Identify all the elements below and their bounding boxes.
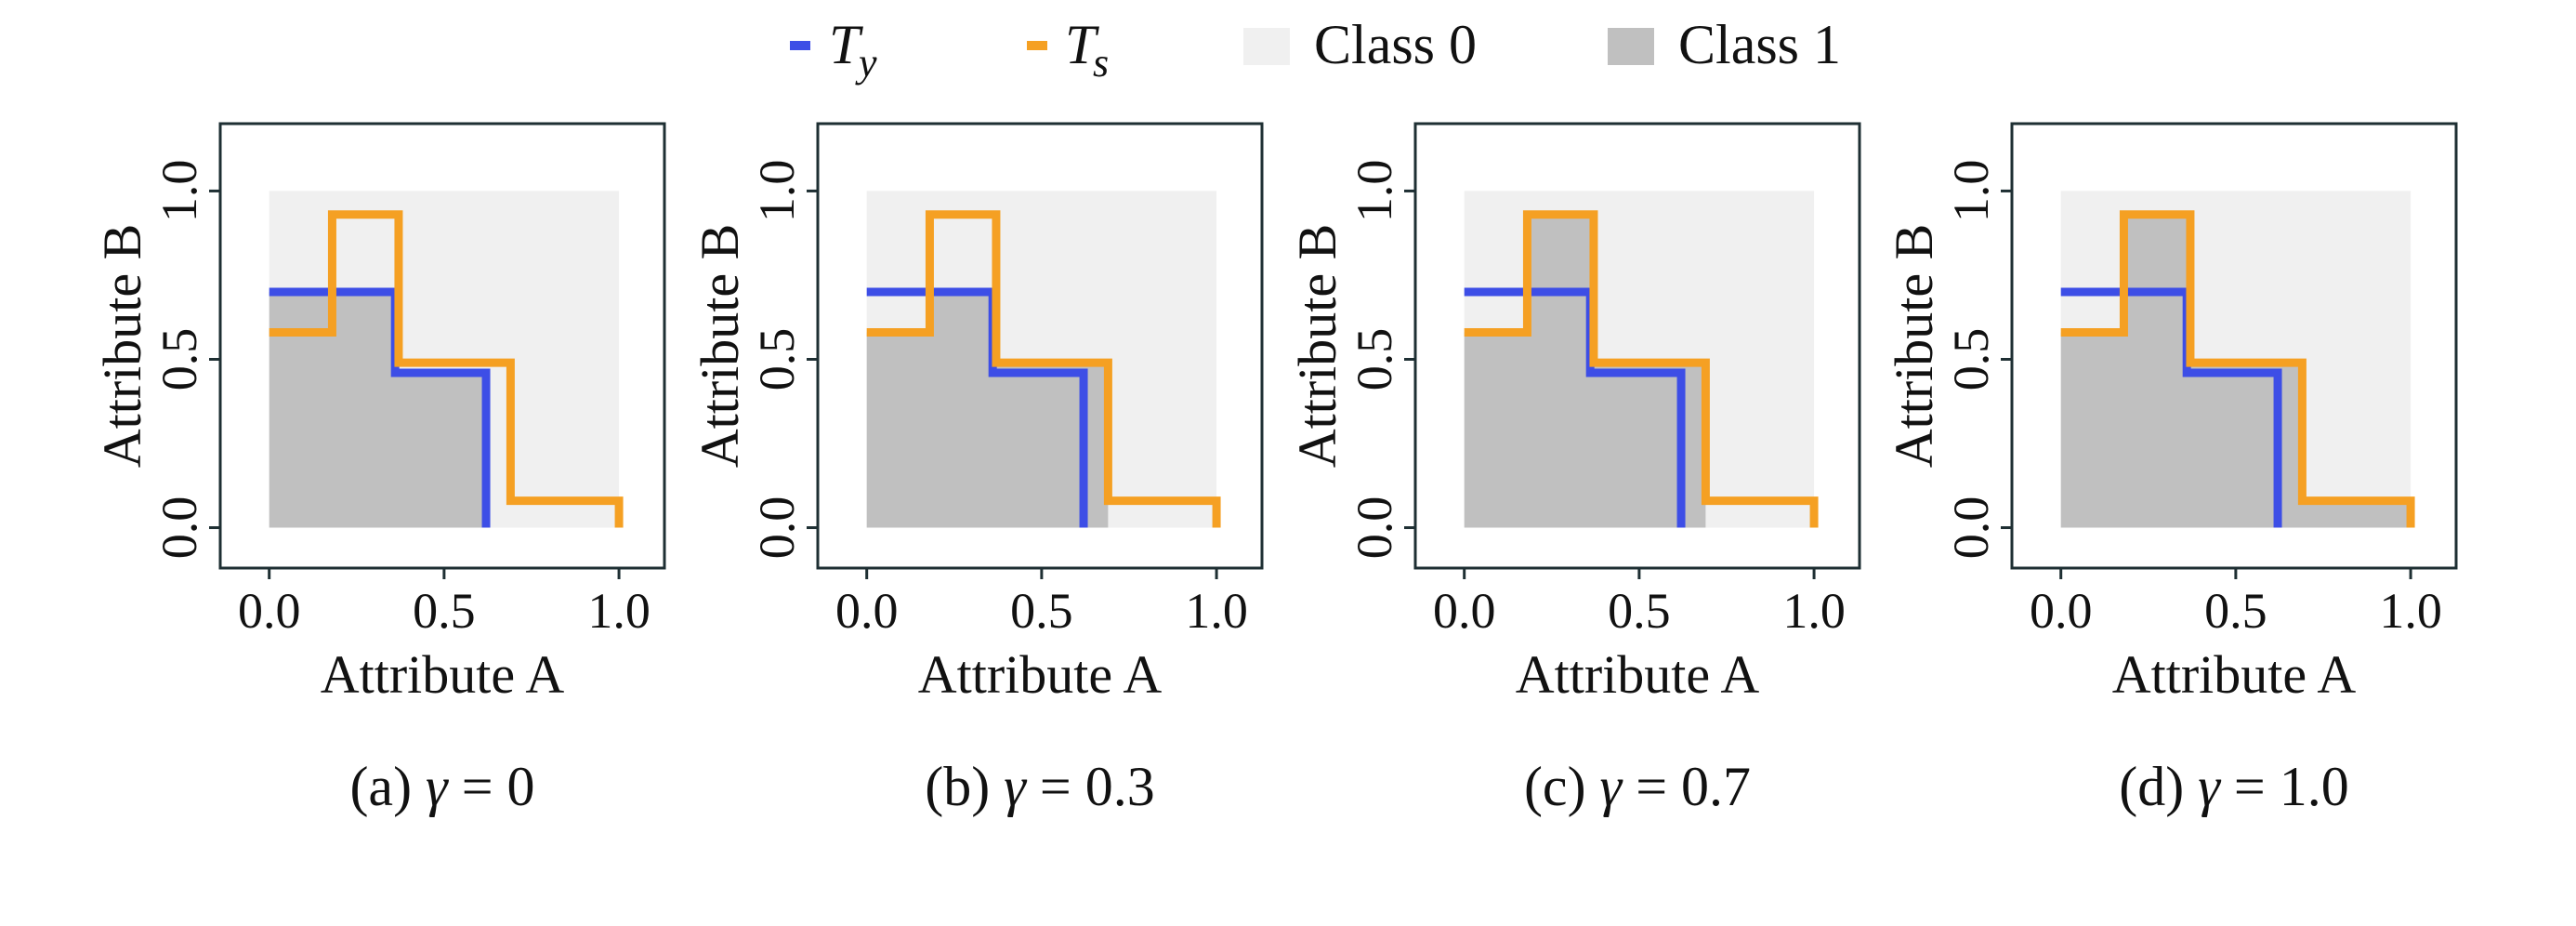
y-tick-label: 0.5 (1943, 328, 1999, 391)
panel-d: 0.0 0.5 1.0 0.0 0.5 1.0 Attribute A Attribute B… (1884, 122, 2458, 817)
plot-frame (1413, 122, 1861, 570)
class-1-region (866, 292, 1109, 528)
panel-caption: (b) γ = 0.3 (925, 756, 1154, 817)
series-line-ty (2060, 287, 2282, 528)
y-tick-label: 0.0 (749, 496, 805, 560)
x-tick-label: 0.5 (1010, 583, 1073, 639)
x-tick-label: 0.5 (2204, 583, 2267, 639)
series-line-ts (866, 210, 1221, 528)
x-tick-label: 0.0 (2030, 583, 2093, 639)
x-tick-label: 0.5 (1608, 583, 1671, 639)
legend-item-class-0: Class 0 (1243, 14, 1477, 75)
x-axis-label: Attribute A (321, 644, 565, 705)
legend-ts-symbol: T (1065, 14, 1099, 75)
panel-c: 0.0 0.5 1.0 0.0 0.5 1.0 Attribute A Attribute B… (1287, 122, 1861, 817)
legend-ty-swatch (790, 41, 810, 50)
x-tick-label: 0.0 (835, 583, 899, 639)
legend-class1-label: Class 1 (1678, 14, 1841, 75)
x-axis-label: Attribute A (1516, 644, 1760, 705)
panel-a: 0.0 0.5 1.0 0.0 0.5 1.0 Attribute A Attribute B… (92, 122, 666, 817)
plot-frame (816, 122, 1264, 570)
plot-frame (218, 122, 666, 570)
series-line-ts (2060, 210, 2415, 528)
x-tick-label: 1.0 (1185, 583, 1248, 639)
series-line-ts (269, 210, 624, 528)
x-tick-label: 1.0 (2379, 583, 2442, 639)
series-line-ty (1464, 287, 1686, 528)
y-axis-label: Attribute B (1884, 224, 1944, 469)
panel-caption: (d) γ = 1.0 (2119, 756, 2348, 817)
series-line-ty (269, 287, 491, 528)
x-tick-label: 0.0 (238, 583, 301, 639)
x-tick-label: 0.0 (1433, 583, 1496, 639)
legend-item-ty: T y (790, 14, 877, 86)
y-tick-label: 0.0 (151, 496, 207, 560)
class-1-region (269, 292, 487, 528)
y-tick-label: 0.5 (749, 328, 805, 391)
legend-ts-swatch (1027, 41, 1047, 50)
x-tick-label: 1.0 (1782, 583, 1846, 639)
legend-ty-symbol: T (829, 14, 863, 75)
x-axis-label: Attribute A (2112, 644, 2357, 705)
legend-class0-swatch (1243, 28, 1290, 65)
y-tick-label: 1.0 (1347, 160, 1402, 223)
legend-class0-label: Class 0 (1314, 14, 1477, 75)
y-tick-label: 1.0 (1943, 160, 1999, 223)
panel-caption: (a) γ = 0 (349, 756, 534, 817)
class-1-region (1464, 214, 1706, 528)
x-axis-label: Attribute A (918, 644, 1163, 705)
y-tick-label: 0.5 (151, 328, 207, 391)
legend-item-class-1: Class 1 (1608, 14, 1841, 75)
series-line-ty (866, 287, 1088, 528)
y-axis-label: Attribute B (1287, 224, 1347, 469)
plot-frame (2010, 122, 2458, 570)
panel-b: 0.0 0.5 1.0 0.0 0.5 1.0 Attribute A Attribute B… (690, 122, 1264, 817)
y-tick-label: 0.0 (1347, 496, 1402, 560)
y-tick-label: 1.0 (749, 160, 805, 223)
y-tick-label: 0.5 (1347, 328, 1402, 391)
panels: 0.0 0.5 1.0 0.0 0.5 1.0 Attribute A Attribute B… (92, 122, 2458, 817)
legend: T y T s Class 0 Class 1 (790, 14, 1841, 86)
legend-class1-swatch (1608, 28, 1654, 65)
legend-ty-subscript: y (855, 40, 877, 86)
series-line-ts (1464, 210, 1819, 528)
panel-caption: (c) γ = 0.7 (1524, 756, 1751, 817)
legend-item-ts: T s (1027, 14, 1109, 86)
x-tick-label: 1.0 (587, 583, 651, 639)
x-tick-label: 0.5 (413, 583, 476, 639)
legend-ts-subscript: s (1093, 40, 1109, 86)
y-tick-label: 0.0 (1943, 496, 1999, 560)
y-axis-label: Attribute B (690, 224, 750, 469)
y-tick-label: 1.0 (151, 160, 207, 223)
y-axis-label: Attribute B (92, 224, 152, 469)
